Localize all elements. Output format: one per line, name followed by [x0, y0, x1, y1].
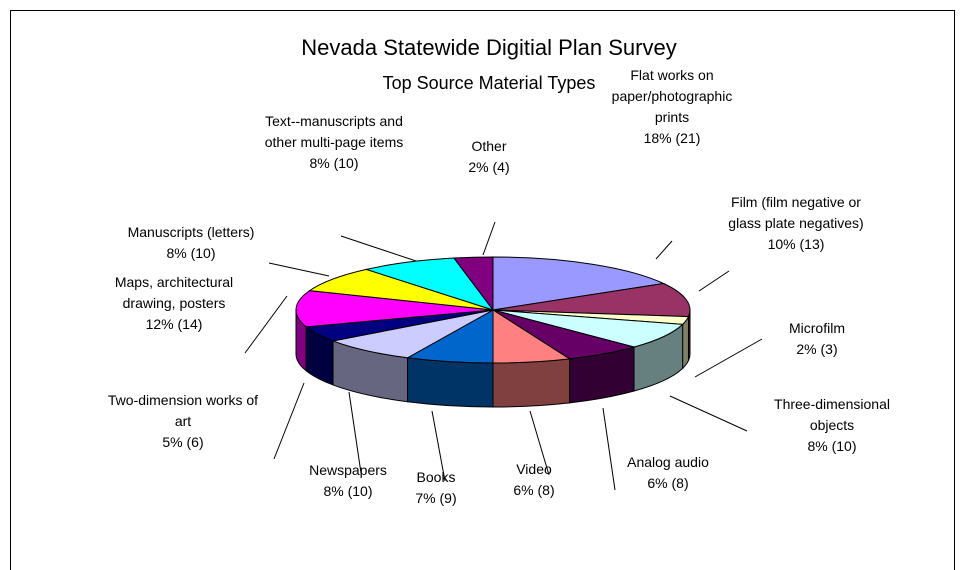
pie-slice-12 [453, 256, 494, 312]
leader-line-6 [431, 410, 446, 482]
pie-side-5 [492, 358, 571, 408]
slice-name-2-0: Microfilm [789, 320, 845, 336]
slice-label-8: Two-dimension works of art 5% (6) [108, 392, 258, 450]
pie-slice-7 [331, 309, 494, 359]
leader-line-8 [273, 382, 305, 460]
slice-name-0-2: prints [655, 109, 689, 125]
slice-label-9: Maps, architectural drawing, posters 12% (… [115, 274, 233, 332]
chart-subtitle: Top Source Material Types [383, 73, 596, 93]
slice-name-5-0: Video [516, 461, 552, 477]
leader-line-2 [694, 338, 763, 378]
leader-line-12 [482, 221, 496, 256]
slice-stat-8: 5% (6) [162, 434, 203, 450]
slice-label-7: Newspapers 8% (10) [309, 462, 387, 499]
pie-tops [295, 256, 691, 364]
slice-stat-9: 12% (14) [146, 316, 203, 332]
pie-chart: Nevada Statewide Digitial Plan Survey To… [108, 35, 890, 506]
pie-slice-9 [295, 290, 494, 328]
slice-label-0: Flat works on paper/photographic prints 18%… [612, 67, 733, 146]
pie-slice-10 [308, 268, 494, 311]
slice-stat-12: 2% (4) [468, 159, 509, 175]
slice-stat-2: 2% (3) [796, 341, 837, 357]
slice-name-1-1: glass plate negatives) [728, 215, 863, 231]
slice-name-3-1: objects [810, 417, 854, 433]
slice-name-6-0: Books [417, 469, 456, 485]
slice-label-3: Three-dimensional objects 8% (10) [774, 396, 890, 454]
slice-label-1: Film (film negative or glass plate negati… [728, 194, 863, 252]
leader-line-10 [268, 262, 330, 277]
slice-stat-0: 18% (21) [644, 130, 701, 146]
slice-stat-3: 8% (10) [807, 438, 856, 454]
slice-name-0-1: paper/photographic [612, 88, 733, 104]
pie-slice-11 [364, 257, 495, 311]
slice-name-7-0: Newspapers [309, 462, 387, 478]
slice-stat-6: 7% (9) [415, 490, 456, 506]
slice-name-12-0: Other [471, 138, 506, 154]
slice-stat-7: 8% (10) [323, 483, 372, 499]
slice-name-4-0: Analog audio [627, 454, 709, 470]
slice-name-11-1: other multi-page items [265, 134, 404, 150]
slice-name-1-0: Film (film negative or [731, 194, 861, 210]
leader-line-4 [602, 407, 616, 491]
slice-label-4: Analog audio 6% (8) [627, 454, 709, 491]
slice-stat-1: 10% (13) [768, 236, 825, 252]
leader-lines [244, 221, 763, 491]
slice-name-9-1: drawing, posters [123, 295, 226, 311]
slice-labels: Flat works on paper/photographic prints 18%… [108, 67, 890, 506]
leader-line-1 [698, 270, 730, 292]
leader-line-9 [244, 295, 288, 354]
chart-area: Nevada Statewide Digitial Plan Survey To… [10, 10, 955, 570]
slice-name-3-0: Three-dimensional [774, 396, 890, 412]
leader-line-7 [348, 391, 362, 474]
pie-slice-0 [492, 256, 666, 311]
leader-line-11 [340, 235, 417, 262]
chart-title: Nevada Statewide Digitial Plan Survey [301, 35, 676, 60]
slice-label-2: Microfilm 2% (3) [789, 320, 845, 357]
slice-name-9-0: Maps, architectural [115, 274, 233, 290]
slice-name-0-0: Flat works on [630, 67, 713, 83]
slice-label-5: Video 6% (8) [513, 461, 554, 498]
leader-line-5 [529, 410, 550, 476]
slice-stat-4: 6% (8) [647, 475, 688, 491]
slice-name-8-1: art [175, 413, 191, 429]
leader-line-0 [655, 240, 673, 260]
slice-name-8-0: Two-dimension works of [108, 392, 258, 408]
slice-stat-11: 8% (10) [309, 155, 358, 171]
slice-label-11: Text--manuscripts and other multi-page it… [265, 113, 404, 171]
slice-label-12: Other 2% (4) [468, 138, 509, 175]
slice-label-10: Manuscripts (letters) 8% (10) [128, 224, 255, 261]
pie-slice-3 [492, 309, 684, 348]
pie-side-2 [682, 316, 689, 370]
pie-side-6 [407, 357, 494, 408]
pie-slice-1 [492, 282, 691, 318]
slice-label-6: Books 7% (9) [415, 469, 456, 506]
leader-line-3 [669, 395, 748, 432]
slice-name-10-0: Manuscripts (letters) [128, 224, 255, 240]
slice-stat-5: 6% (8) [513, 482, 554, 498]
slice-name-11-0: Text--manuscripts and [265, 113, 403, 129]
slice-stat-10: 8% (10) [166, 245, 215, 261]
